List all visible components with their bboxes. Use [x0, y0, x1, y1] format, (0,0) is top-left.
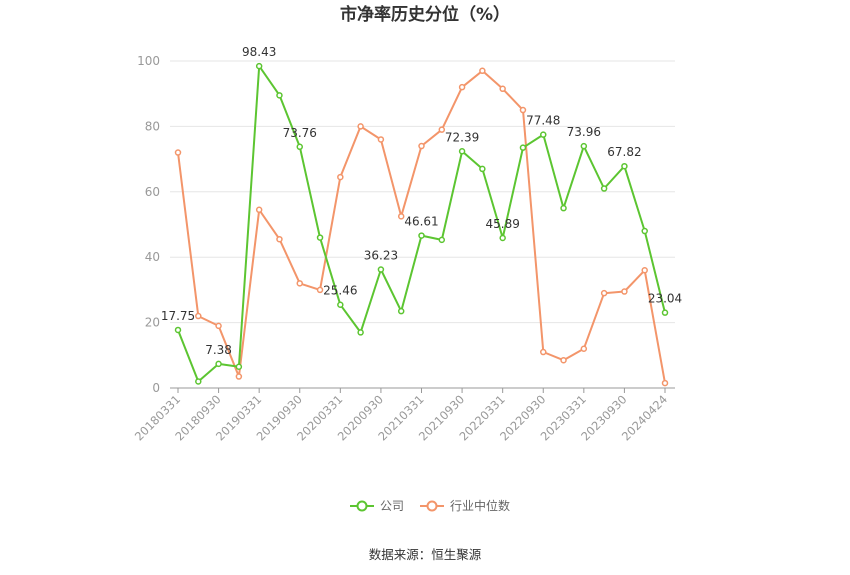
- y-tick-label: 100: [137, 54, 160, 68]
- data-point-industry-median: [458, 83, 466, 91]
- data-label: 46.61: [404, 215, 438, 229]
- grid-lines: [170, 60, 675, 324]
- data-point-company: [195, 378, 202, 385]
- data-point-company: [418, 232, 425, 239]
- data-label: 73.76: [283, 126, 317, 140]
- data-point-company: [276, 92, 283, 99]
- data-point-industry-median: [235, 373, 243, 380]
- legend-marker: [356, 500, 368, 512]
- data-point-company: [661, 309, 669, 316]
- data-point-industry-median: [438, 126, 446, 133]
- data-point-company: [397, 307, 405, 315]
- data-point-company: [600, 185, 608, 192]
- data-point-industry-median: [560, 356, 567, 364]
- data-label: 17.75: [161, 309, 195, 323]
- data-point-company: [519, 144, 527, 151]
- data-labels: 17.75 7.38 98.43 73.76 25.46 36.23 46.61 72.39 4…: [161, 45, 682, 357]
- data-point-industry-median: [661, 379, 669, 387]
- data-point-company: [215, 360, 222, 368]
- data-point-industry-median: [641, 267, 648, 274]
- legend-item-industry-median[interactable]: 行业中位数: [420, 498, 510, 513]
- data-point-industry-median: [519, 106, 527, 114]
- y-tick-label: 80: [145, 119, 160, 133]
- series-layer: [174, 62, 669, 387]
- legend-item-company[interactable]: 公司: [350, 499, 404, 513]
- data-point-company: [235, 363, 243, 370]
- data-label: 72.39: [445, 130, 479, 144]
- data-point-industry-median: [479, 67, 486, 75]
- data-point-company: [357, 329, 364, 336]
- y-tick-label: 20: [145, 316, 160, 330]
- y-tick-label: 60: [145, 185, 160, 199]
- data-label: 7.38: [205, 343, 232, 357]
- data-label: 23.04: [648, 292, 682, 306]
- data-point-industry-median: [377, 136, 385, 143]
- data-label: 45.89: [485, 217, 519, 231]
- data-point-company: [621, 162, 628, 170]
- data-label: 25.46: [323, 284, 357, 298]
- data-point-industry-median: [296, 280, 303, 287]
- data-point-industry-median: [580, 345, 588, 353]
- data-point-industry-median: [397, 213, 405, 220]
- data-label: 98.43: [242, 45, 276, 59]
- legend-label: 公司: [380, 499, 404, 513]
- data-point-industry-median: [316, 286, 324, 294]
- data-point-company: [438, 236, 446, 244]
- data-point-industry-median: [418, 142, 425, 150]
- data-point-company: [499, 234, 506, 242]
- chart-title: 市净率历史分位（%）: [340, 4, 510, 25]
- data-point-industry-median: [195, 312, 202, 320]
- source-note: 数据来源：恒生聚源: [369, 547, 482, 562]
- y-tick-label: 0: [152, 381, 160, 395]
- data-point-industry-median: [276, 235, 283, 243]
- data-label: 67.82: [607, 145, 641, 159]
- x-axis: 2018033120180930201903312019093020200331…: [132, 387, 675, 444]
- data-point-company: [316, 234, 324, 241]
- y-axis: 0 20 40 60 80 100: [137, 54, 160, 395]
- data-point-industry-median: [255, 206, 263, 214]
- data-point-industry-median: [357, 123, 364, 130]
- legend-label: 行业中位数: [450, 498, 510, 513]
- data-point-company: [174, 326, 182, 334]
- data-point-industry-median: [540, 348, 547, 356]
- data-point-industry-median: [621, 288, 628, 295]
- data-point-industry-median: [174, 149, 182, 156]
- data-point-industry-median: [337, 173, 344, 181]
- data-point-industry-median: [215, 322, 222, 330]
- data-point-company: [540, 131, 547, 138]
- data-point-company: [377, 266, 385, 273]
- y-tick-label: 40: [145, 250, 160, 264]
- legend-marker: [426, 500, 438, 512]
- data-point-company: [580, 142, 588, 150]
- data-point-company: [458, 148, 466, 155]
- data-point-company: [479, 165, 486, 173]
- data-point-industry-median: [600, 289, 608, 297]
- data-point-company: [641, 227, 648, 235]
- data-label: 36.23: [364, 249, 398, 263]
- data-label: 77.48: [526, 114, 560, 128]
- legend[interactable]: 公司 行业中位数: [350, 498, 510, 513]
- data-point-industry-median: [499, 85, 506, 93]
- data-point-company: [337, 301, 344, 308]
- data-label: 73.96: [567, 125, 601, 139]
- data-point-company: [255, 62, 263, 70]
- data-point-company: [296, 143, 303, 151]
- data-point-company: [560, 204, 567, 212]
